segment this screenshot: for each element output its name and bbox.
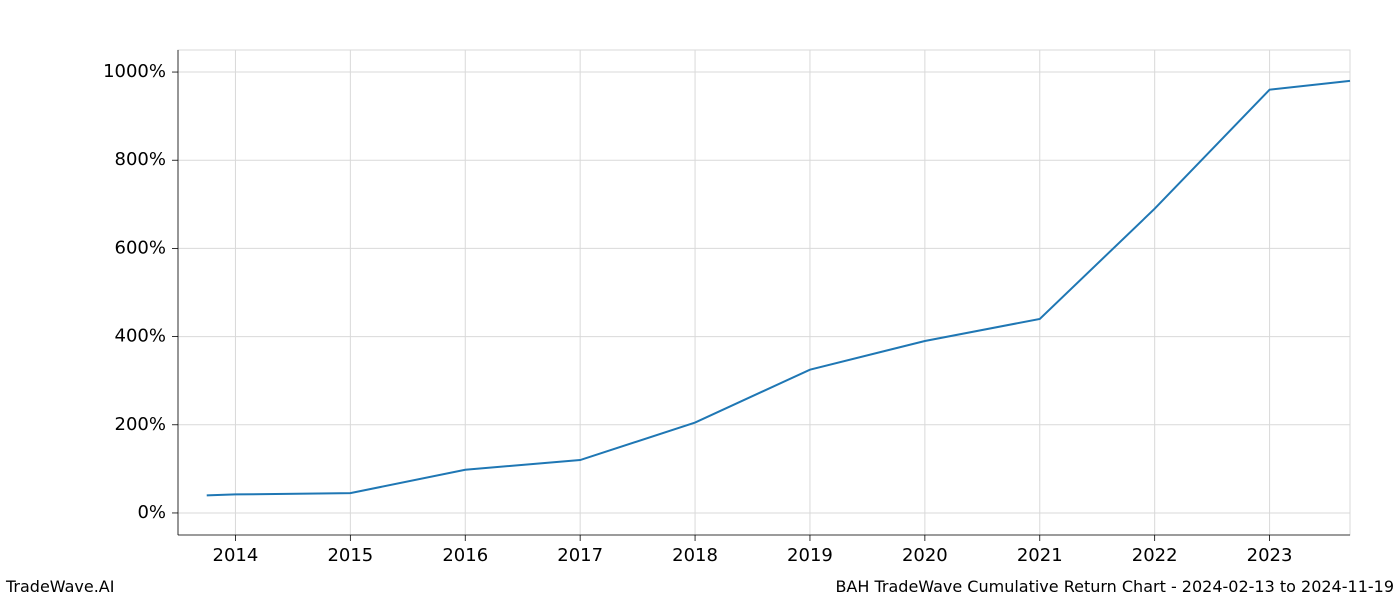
- footer-left: TradeWave.AI: [5, 577, 114, 596]
- x-tick-label: 2020: [902, 545, 948, 566]
- x-tick-label: 2018: [672, 545, 718, 566]
- x-tick-label: 2022: [1132, 545, 1178, 566]
- y-tick-label: 200%: [115, 414, 166, 435]
- y-tick-label: 400%: [115, 326, 166, 347]
- x-tick-label: 2017: [557, 545, 603, 566]
- x-tick-label: 2019: [787, 545, 833, 566]
- y-tick-label: 600%: [115, 237, 166, 258]
- x-tick-label: 2014: [213, 545, 259, 566]
- line-chart: 0% 200% 400% 600% 800% 1000% 2014 2015 2016 2017 2…: [0, 0, 1400, 600]
- plot-border: [178, 50, 1350, 535]
- footer-right: BAH TradeWave Cumulative Return Chart - …: [835, 577, 1394, 596]
- y-tick-label: 0%: [137, 502, 166, 523]
- x-tick-label: 2021: [1017, 545, 1063, 566]
- y-tick-label: 800%: [115, 149, 166, 170]
- y-tick-label: 1000%: [103, 61, 166, 82]
- x-tick-label: 2015: [327, 545, 373, 566]
- x-tick-label: 2023: [1247, 545, 1293, 566]
- chart-container: 0% 200% 400% 600% 800% 1000% 2014 2015 2016 2017 2…: [0, 0, 1400, 600]
- return-line: [207, 81, 1350, 495]
- x-tick-label: 2016: [442, 545, 488, 566]
